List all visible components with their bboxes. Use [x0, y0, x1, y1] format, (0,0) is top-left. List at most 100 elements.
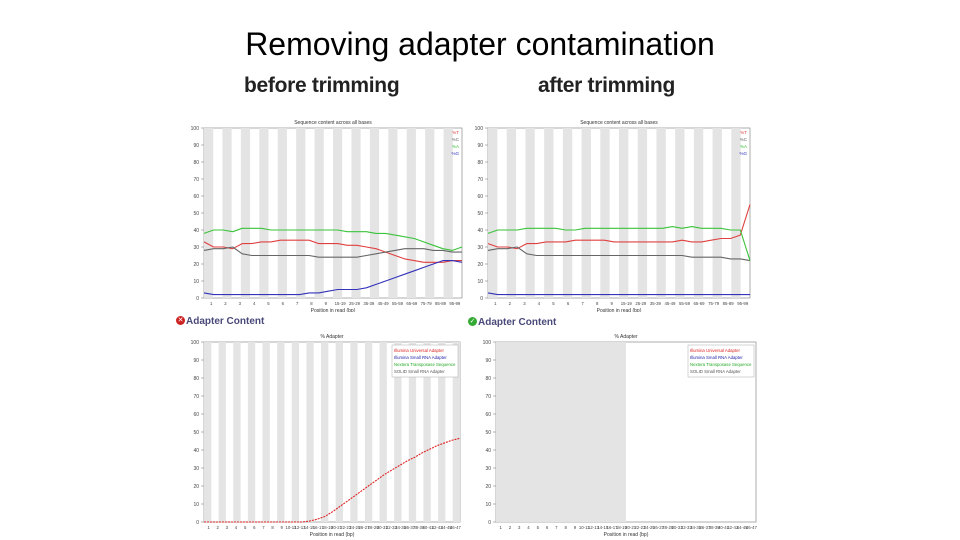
- adapter-content-chart-after: 0 10 20 30 40 50 60 70 80 90 100 1 2 3 4 5 6 7 8 9 10-11 12-1…: [472, 330, 762, 538]
- series-line: [487, 292, 750, 296]
- x-tick-label: 5: [244, 525, 247, 530]
- grid-stripe: [600, 128, 610, 298]
- y-tick-label: 50: [485, 430, 491, 436]
- y-tick-label: 70: [193, 177, 199, 183]
- x-tick-label: 12-13: [295, 525, 307, 530]
- x-tick-label: 1: [499, 525, 502, 530]
- y-tick-label: 10: [193, 502, 199, 508]
- y-tick-label: 10: [477, 279, 483, 285]
- x-tick-label: 7: [262, 525, 265, 530]
- grid-stripe: [443, 128, 453, 298]
- legend-entry: Illumina Small RNA Adapter: [394, 355, 447, 360]
- x-tick-label: 15-19: [621, 301, 633, 306]
- x-tick-label: 1: [210, 301, 213, 306]
- grid-stripe: [506, 128, 517, 298]
- x-tick-label: 20-21: [331, 525, 343, 530]
- grid-stripe: [218, 342, 226, 522]
- grid-stripe: [335, 342, 343, 522]
- grid-stripe: [544, 128, 554, 298]
- x-tick-label: 6: [282, 301, 285, 306]
- x-tick-label: 4: [235, 525, 238, 530]
- x-tick-label: 55-59: [679, 301, 691, 306]
- x-tick-label: 2: [224, 301, 227, 306]
- x-tick-label: 42-43: [432, 525, 444, 530]
- x-tick-label: 32-33: [386, 525, 398, 530]
- y-tick-label: 20: [485, 484, 491, 490]
- y-tick-label: 10: [193, 279, 199, 285]
- x-tick-label: 6: [253, 525, 256, 530]
- x-tick-label: 75-79: [708, 301, 720, 306]
- adapter-content-heading-after: Adapter Content: [478, 317, 557, 328]
- grid-stripe: [204, 342, 212, 522]
- y-tick-label: 60: [485, 412, 491, 418]
- y-tick-label: 40: [485, 448, 491, 454]
- grid-stripe: [496, 342, 626, 522]
- legend-entry: Nextera Transposase Sequence: [690, 362, 752, 367]
- x-axis-label: Position in read (bp): [311, 308, 356, 312]
- sequence-content-chart-before: 0 10 20 30 40 50 60 70 80 90 100 1 2 3 4 5 6 7 8 9 15-19 25-2…: [178, 120, 474, 312]
- x-tick-label: 28-29: [368, 525, 380, 530]
- x-tick-label: 44-45: [737, 525, 749, 530]
- grid-stripe: [619, 128, 629, 298]
- x-tick-label: 30-31: [377, 525, 389, 530]
- legend-entry: %T: [452, 130, 459, 135]
- x-tick-label: 38-39: [413, 525, 425, 530]
- y-tick-label: 50: [193, 211, 199, 217]
- y-tick-label: 100: [191, 126, 200, 132]
- x-tick-label: 32-33: [681, 525, 693, 530]
- grid-stripe: [438, 342, 446, 522]
- x-tick-label: 7: [296, 301, 299, 306]
- x-axis-label: Position in read (bp): [604, 532, 649, 538]
- grid-stripe: [291, 342, 300, 522]
- y-tick-label: 10: [485, 502, 491, 508]
- y-tick-label: 90: [193, 143, 199, 149]
- y-tick-label: 0: [196, 296, 199, 302]
- y-tick-label: 30: [485, 466, 491, 472]
- grid-stripe: [388, 128, 398, 298]
- x-tick-label: 45-49: [378, 301, 390, 306]
- x-tick-label: 26-27: [359, 525, 371, 530]
- grid-stripe: [277, 128, 287, 298]
- fail-icon: ✕: [176, 316, 185, 325]
- y-tick-label: 40: [193, 448, 199, 454]
- grid-stripe: [562, 128, 573, 298]
- x-tick-label: 35-39: [363, 301, 375, 306]
- series-line: [487, 204, 751, 250]
- x-tick-label: 10-11: [286, 525, 297, 530]
- y-tick-label: 60: [193, 194, 199, 200]
- x-tick-label: 38-39: [709, 525, 721, 530]
- y-tick-label: 80: [193, 376, 199, 382]
- x-tick-label: 9: [574, 525, 577, 530]
- x-tick-label: 42-43: [727, 525, 739, 530]
- grid-stripe: [712, 128, 722, 298]
- y-tick-label: 0: [488, 520, 491, 526]
- series-line: [203, 246, 462, 258]
- x-tick-label: 85-89: [435, 301, 447, 306]
- x-tick-label: 5: [552, 301, 555, 306]
- grid-stripe: [233, 342, 241, 522]
- before-trimming-heading: before trimming: [244, 74, 400, 97]
- grid-stripe: [351, 128, 361, 298]
- x-tick-label: 36-37: [404, 525, 416, 530]
- grid-stripe: [525, 128, 535, 298]
- legend-entry: %C: [452, 137, 460, 142]
- x-tick-label: 24-25: [644, 525, 656, 530]
- x-tick-label: 5: [537, 525, 540, 530]
- x-tick-label: 3: [518, 525, 521, 530]
- grid-stripe: [379, 342, 387, 522]
- x-tick-label: 24-25: [349, 525, 361, 530]
- series-line: [204, 437, 461, 523]
- y-tick-label: 50: [193, 430, 199, 436]
- y-tick-label: 0: [196, 520, 199, 526]
- x-tick-label: 8: [271, 525, 274, 530]
- x-tick-label: 9: [325, 301, 328, 306]
- legend-entry: %T: [740, 130, 747, 135]
- x-tick-label: 36-37: [699, 525, 711, 530]
- grid-stripe: [222, 128, 232, 298]
- x-tick-label: 8: [564, 525, 567, 530]
- x-tick-label: 65-69: [694, 301, 706, 306]
- grid-stripe: [369, 128, 380, 298]
- grid-stripe: [259, 128, 269, 298]
- x-tick-label: 35-39: [650, 301, 662, 306]
- legend-entry: %A: [452, 144, 459, 149]
